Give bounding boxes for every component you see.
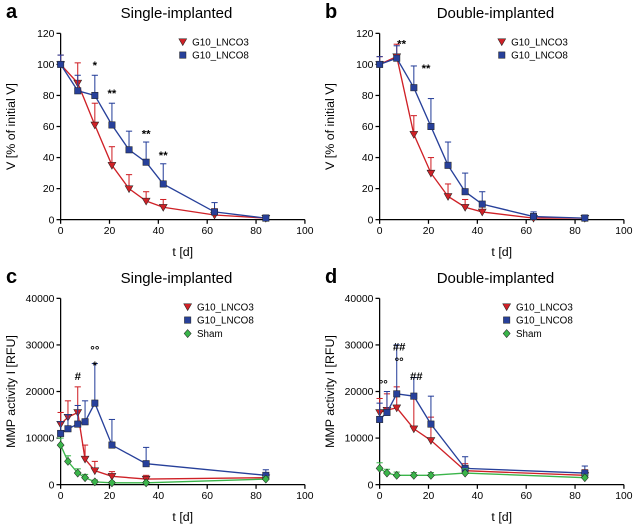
svg-text:100: 100	[615, 226, 633, 237]
svg-text:0: 0	[48, 480, 54, 491]
svg-text:G10_LNCO3: G10_LNCO3	[515, 302, 572, 313]
svg-text:**: **	[421, 63, 430, 75]
svg-text:60: 60	[201, 226, 213, 237]
svg-text:40000: 40000	[25, 294, 54, 305]
svg-text:120: 120	[356, 29, 374, 40]
svg-text:MMP activity I [RFU]: MMP activity I [RFU]	[4, 335, 18, 448]
svg-text:60: 60	[361, 122, 373, 133]
chart-b: 0 20 40 60 80 100 0 20 40 60 80 100 120 t [d] V [% of …	[323, 29, 633, 259]
chart-a: 0 20 40 60 80 100 0 20 40 60 80 100 120 t [d] V [% of …	[4, 29, 314, 259]
svg-text:20: 20	[103, 491, 115, 502]
svg-text:°°: °°	[394, 356, 404, 368]
svg-text:60: 60	[520, 226, 532, 237]
svg-text:G10_LNCO3: G10_LNCO3	[196, 302, 253, 313]
panel-title-c: Single-implanted	[120, 270, 233, 287]
svg-text:°°: °°	[378, 379, 388, 391]
svg-text:G10_LNCO3: G10_LNCO3	[511, 37, 568, 48]
svg-text:40: 40	[152, 226, 164, 237]
svg-text:0: 0	[57, 226, 63, 237]
svg-text:*: *	[92, 60, 97, 72]
svg-text:30000: 30000	[25, 341, 54, 352]
svg-text:10000: 10000	[344, 434, 373, 445]
svg-text:##: ##	[409, 371, 422, 383]
svg-text:G10_LNCO8: G10_LNCO8	[196, 316, 253, 327]
svg-text:0: 0	[57, 491, 63, 502]
chart-c: 0 20 40 60 80 100 0 10000 20000 30000 40000 t [d] MM…	[4, 294, 314, 524]
svg-text:80: 80	[250, 226, 262, 237]
svg-text:0: 0	[367, 480, 373, 491]
svg-text:20: 20	[103, 226, 115, 237]
chart-d: 0 20 40 60 80 100 0 10000 20000 30000 40000 t [d] MM…	[323, 294, 633, 524]
svg-text:20000: 20000	[25, 387, 54, 398]
svg-text:Sham: Sham	[515, 329, 541, 340]
svg-text:100: 100	[296, 226, 314, 237]
svg-text:100: 100	[296, 491, 314, 502]
svg-text:**: **	[107, 88, 116, 100]
svg-text:V [% of initial V]: V [% of initial V]	[323, 83, 337, 170]
panel-letter-b: b	[325, 1, 338, 23]
svg-text:20: 20	[42, 184, 54, 195]
svg-text:80: 80	[361, 91, 373, 102]
svg-text:MMP activity I [RFU]: MMP activity I [RFU]	[323, 335, 337, 448]
svg-text:20: 20	[422, 491, 434, 502]
svg-text:40: 40	[361, 153, 373, 164]
svg-text:20000: 20000	[344, 387, 373, 398]
svg-text:60: 60	[42, 122, 54, 133]
panel-title-d: Double-implanted	[436, 270, 555, 287]
panel-title-b: Double-implanted	[436, 5, 555, 22]
svg-text:10000: 10000	[25, 434, 54, 445]
svg-text:20: 20	[361, 184, 373, 195]
svg-text:**: **	[397, 38, 406, 50]
panel-letter-c: c	[6, 266, 18, 288]
panel-letter-a: a	[6, 1, 18, 23]
svg-text:40000: 40000	[344, 294, 373, 305]
svg-text:##: ##	[392, 342, 405, 354]
svg-text:100: 100	[356, 60, 374, 71]
svg-text:G10_LNCO8: G10_LNCO8	[515, 316, 572, 327]
svg-text:Sham: Sham	[196, 329, 222, 340]
svg-text:G10_LNCO8: G10_LNCO8	[511, 51, 568, 62]
svg-text:40: 40	[471, 226, 483, 237]
svg-text:t [d]: t [d]	[172, 510, 193, 524]
svg-text:#: #	[74, 371, 81, 383]
panel-d: d Double-implanted 0 20 40 60 80 100 0 10000 200…	[319, 265, 638, 531]
svg-text:0: 0	[376, 226, 382, 237]
svg-text:60: 60	[201, 491, 213, 502]
panel-title-a: Single-implanted	[120, 5, 233, 22]
svg-text:t [d]: t [d]	[172, 245, 193, 259]
panel-letter-d: d	[325, 266, 338, 288]
svg-text:G10_LNCO8: G10_LNCO8	[192, 51, 249, 62]
svg-text:0: 0	[48, 215, 54, 226]
svg-text:**: **	[141, 128, 150, 140]
svg-text:t [d]: t [d]	[491, 510, 512, 524]
svg-text:80: 80	[250, 491, 262, 502]
svg-text:60: 60	[520, 491, 532, 502]
panel-b: b Double-implanted 0 20 40 60 80 100 0 20 40 60 80…	[319, 0, 638, 265]
svg-text:20: 20	[422, 226, 434, 237]
svg-text:40: 40	[42, 153, 54, 164]
svg-text:80: 80	[569, 226, 581, 237]
svg-text:G10_LNCO3: G10_LNCO3	[192, 37, 249, 48]
svg-text:80: 80	[569, 491, 581, 502]
svg-text:*: *	[92, 360, 97, 372]
svg-text:40: 40	[152, 491, 164, 502]
svg-text:0: 0	[367, 215, 373, 226]
svg-text:120: 120	[37, 29, 55, 40]
panel-a: a Single-implanted 0 20 40 60 80 100 0 20 40 60 80…	[0, 0, 319, 265]
panel-c: c Single-implanted 0 20 40 60 80 100 0 10000 200…	[0, 265, 319, 531]
svg-text:100: 100	[615, 491, 633, 502]
svg-text:40: 40	[471, 491, 483, 502]
svg-text:80: 80	[42, 91, 54, 102]
svg-text:t [d]: t [d]	[491, 245, 512, 259]
svg-text:**: **	[158, 150, 167, 162]
svg-text:30000: 30000	[344, 341, 373, 352]
svg-text:V [% of initial V]: V [% of initial V]	[4, 83, 18, 170]
svg-text:°°: °°	[90, 345, 100, 357]
svg-text:100: 100	[37, 60, 55, 71]
svg-text:0: 0	[376, 491, 382, 502]
